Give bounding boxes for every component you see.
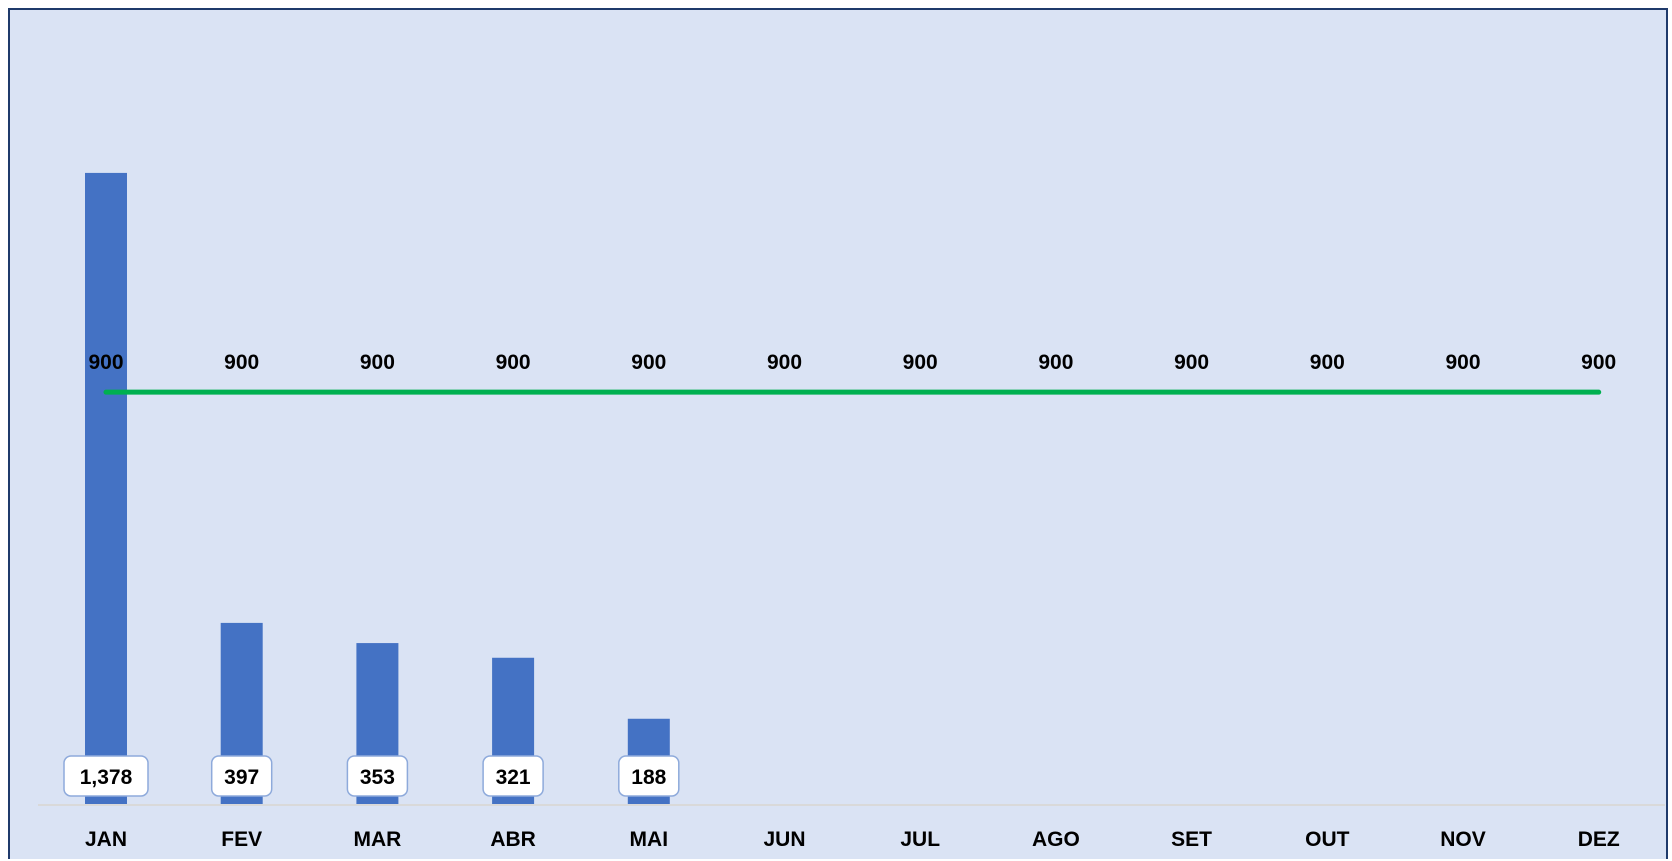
goal-layer: 900 900 900 900 900 900 900 900 900 900 900 900 (88, 351, 1616, 395)
bar-data-label-box (482, 755, 544, 797)
x-tick-label-ago: AGO (1032, 828, 1080, 851)
x-tick-label-fev: FEV (221, 828, 262, 851)
bar-data-label-text: 353 (360, 766, 395, 789)
bar-data-label-box (63, 755, 149, 797)
x-tick-label-dez: DEZ (1578, 828, 1620, 851)
x-tick-label-mar: MAR (353, 828, 401, 851)
goal-label-mai: 900 (631, 351, 666, 374)
bar-jan (85, 172, 127, 806)
bar-data-label-text: 397 (224, 766, 259, 789)
bar-data-label-abr: 321 (482, 755, 544, 797)
goal-label-jan: 900 (88, 351, 123, 374)
goal-label-ago: 900 (1038, 351, 1073, 374)
bar-data-label-text: 1,378 (80, 766, 133, 789)
goal-label-out: 900 (1310, 351, 1345, 374)
bar-data-label-box (210, 755, 273, 797)
bar-data-label-text: 188 (631, 766, 666, 789)
goal-label-dez: 900 (1581, 351, 1616, 374)
goal-label-jun: 900 (767, 351, 802, 374)
goal-label-nov: 900 (1445, 351, 1480, 374)
x-tick-label-set: SET (1171, 828, 1212, 851)
bar-data-label-text: 321 (496, 766, 531, 789)
bar-data-label-box (618, 755, 680, 797)
x-tick-label-abr: ABR (490, 828, 536, 851)
chart-frame: 900 900 900 900 900 900 900 900 900 900 900 900 1,3… (8, 8, 1668, 859)
goal-label-jul: 900 (903, 351, 938, 374)
goal-label-set: 900 (1174, 351, 1209, 374)
goal-label-mar: 900 (360, 351, 395, 374)
bars-layer (85, 172, 670, 806)
x-tick-label-mai: MAI (630, 828, 669, 851)
bar-data-label-mai: 188 (618, 755, 680, 797)
x-tick-label-jul: JUL (900, 828, 940, 851)
bar-data-label-jan: 1,378 (63, 755, 149, 797)
x-tick-label-jun: JUN (763, 828, 805, 851)
x-tick-label-jan: JAN (85, 828, 127, 851)
bar-data-label-box (346, 755, 409, 797)
bar-data-label-mar: 353 (346, 755, 409, 797)
goal-label-abr: 900 (496, 351, 531, 374)
x-tick-label-out: OUT (1305, 828, 1350, 851)
ticks-layer: JAN FEV MAR ABR MAI JUN JUL AGO SET OUT NOV DEZ (85, 828, 1620, 851)
bar-labels-layer: 1,378 397 353 321 188 (63, 755, 680, 797)
chart-svg: 900 900 900 900 900 900 900 900 900 900 900 900 1,3… (38, 172, 1665, 851)
bar-data-label-fev: 397 (210, 755, 273, 797)
goal-label-fev: 900 (224, 351, 259, 374)
x-tick-label-nov: NOV (1440, 828, 1486, 851)
